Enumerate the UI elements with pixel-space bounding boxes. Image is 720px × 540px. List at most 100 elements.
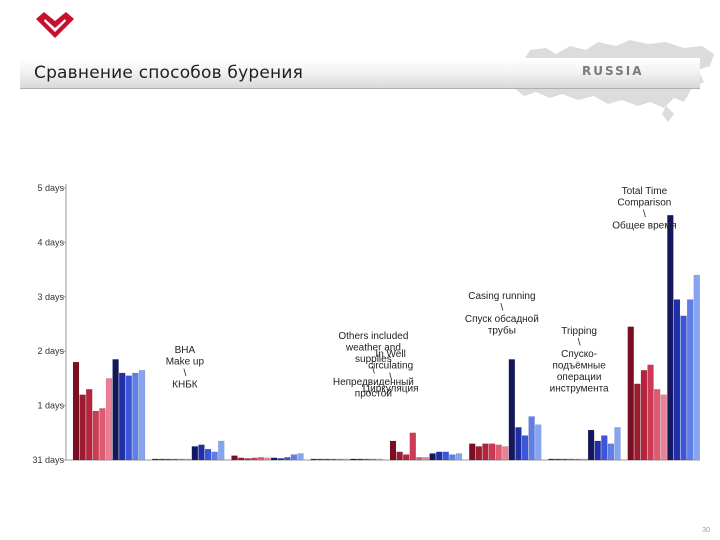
bar (673, 299, 681, 461)
bar (667, 215, 674, 461)
page-number: 30 (702, 527, 710, 534)
bar (515, 427, 522, 461)
bar (488, 443, 496, 461)
bar (356, 458, 364, 461)
bar (191, 446, 199, 461)
bar (429, 453, 436, 461)
bar (251, 457, 258, 461)
bar (257, 457, 265, 461)
bar (336, 458, 344, 461)
bar (85, 389, 93, 461)
y-tick-label: 5 days (37, 183, 64, 193)
bar (601, 435, 608, 461)
bar (396, 451, 403, 461)
bar (105, 378, 113, 461)
bar (231, 455, 238, 461)
bar (581, 458, 588, 461)
bar (158, 458, 166, 461)
bar (369, 458, 377, 461)
bar (317, 458, 324, 461)
bar (330, 458, 337, 461)
bar (237, 457, 245, 461)
bar (165, 458, 172, 461)
category-label: Tripping \ Спуско-подъёмные операции инструм… (550, 326, 609, 395)
bar (409, 432, 416, 461)
bar (482, 443, 489, 461)
bar (403, 454, 410, 461)
bar (607, 443, 615, 461)
bar (614, 427, 621, 461)
bar (508, 359, 516, 461)
bar (310, 458, 317, 461)
bar (653, 389, 661, 461)
bar (640, 370, 648, 461)
category-label: In Well circulating \ Циркуляция (363, 349, 419, 395)
y-tick-label: 4 days (37, 237, 64, 247)
bar (554, 458, 562, 461)
bar (587, 429, 595, 461)
bar (495, 444, 502, 461)
page-title: Сравнение способов бурения (34, 63, 303, 83)
bar (475, 446, 483, 461)
bar (416, 457, 423, 461)
bar (118, 372, 126, 461)
bar (244, 458, 251, 461)
y-tick-label: 1 days (37, 401, 64, 411)
bar (528, 416, 535, 461)
bar (548, 458, 555, 461)
bar (290, 454, 298, 461)
bar (125, 375, 133, 461)
bar (277, 458, 284, 461)
bar (211, 451, 218, 461)
bar (323, 458, 331, 461)
bar (185, 458, 192, 461)
bar (218, 440, 225, 461)
bar (264, 457, 271, 461)
company-logo (36, 12, 74, 38)
bar (343, 458, 350, 461)
category-label: Casing running \ Спуск обсадной трубы (465, 291, 539, 337)
bar (198, 444, 205, 461)
title-bar: Сравнение способов бурения (20, 58, 700, 89)
bar (132, 372, 139, 461)
bar (270, 457, 278, 461)
bar-chart: 31 days 1 days 2 days 3 days 4 days 5 days BHA… (32, 183, 700, 465)
bar (350, 458, 357, 461)
bar (79, 394, 86, 461)
bar (204, 448, 212, 461)
bar (178, 458, 185, 461)
bar (376, 458, 383, 461)
bar (521, 435, 529, 461)
bar (627, 326, 634, 461)
bar (634, 383, 641, 461)
y-tick-label: 2 days (37, 346, 64, 356)
bar (686, 299, 694, 461)
category-label: Total Time Comparison \ Общее время (612, 186, 676, 232)
bar (455, 453, 463, 461)
bar (594, 440, 601, 461)
bar (568, 458, 575, 461)
bar (680, 315, 687, 461)
bar (535, 424, 542, 461)
category-label: Others included weather and supplies \ Непре… (333, 331, 414, 400)
bar (449, 454, 456, 461)
bar (422, 457, 430, 461)
bar (297, 453, 304, 461)
map-label: RUSSIA (582, 64, 644, 78)
bar (171, 458, 179, 461)
category-label: BHA Make up \ КНБК (166, 345, 205, 391)
bar (574, 458, 582, 461)
bar (99, 408, 106, 461)
bar (112, 359, 119, 461)
y-tick-label: 3 days (37, 292, 64, 302)
bar (442, 451, 449, 461)
bar (152, 458, 159, 461)
bar (436, 451, 443, 461)
bar (389, 440, 397, 461)
bar (72, 361, 80, 461)
bar (469, 443, 476, 461)
bar (693, 274, 700, 461)
bar (92, 410, 100, 461)
bar (647, 364, 654, 461)
bar (660, 394, 667, 461)
